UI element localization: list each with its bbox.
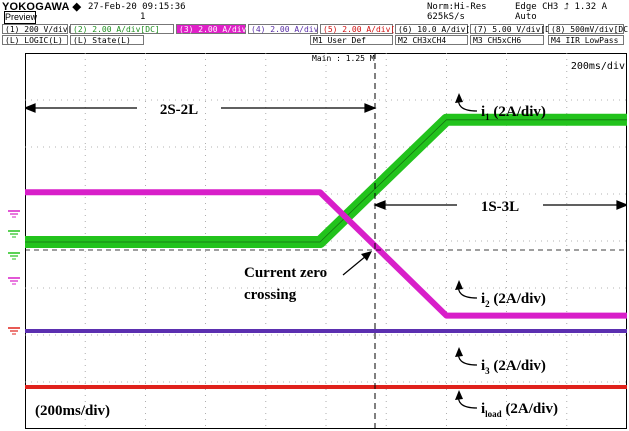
interval-2s2l-label: 2S-2L — [160, 102, 198, 118]
channel-1-setting: (1) 200 V/div[DC] — [2, 24, 87, 34]
acquisition-mode: Norm:Hi-Res — [427, 2, 487, 12]
iload-trace-label: iload (2A/div) — [455, 390, 558, 419]
trigger-mode: Auto — [515, 12, 537, 22]
channel-marker-5 — [8, 327, 20, 335]
math-setting-1: (L) LOGIC(L) — [2, 35, 68, 45]
waveform-traces — [25, 113, 627, 389]
i1-trace-label: i1 (2A/div) — [455, 93, 546, 122]
math-setting-4: M2 CH3xCH4 — [395, 35, 468, 45]
math-setting-5: M3 CH5xCH6 — [470, 35, 544, 45]
iload-pointer-head — [455, 390, 463, 400]
channel-4-setting: (4) 2.00 A/div[DC] — [248, 24, 338, 34]
trigger-setting: Edge CH3 ⮥ 1.32 A — [515, 2, 608, 12]
channel-3-setting: (3) 2.00 A/div[DC] — [176, 24, 266, 34]
brand-logo: YOKOGAWA ◆ — [2, 1, 82, 13]
channel-7-setting: (7) 5.00 V/div[DC] — [470, 24, 560, 34]
i2-trace-label: i2 (2A/div) — [455, 280, 546, 309]
channel-marker-3 — [8, 252, 20, 260]
trace-i2 — [25, 189, 627, 319]
channel-marker-4 — [8, 277, 20, 285]
scale-note-label: (200ms/div) — [35, 403, 110, 419]
trace-i1 — [25, 113, 627, 248]
i1-pointer-head — [455, 93, 463, 103]
waveform-display: Main : 1.25 M 200ms/div 2S-2L 1S-3L Curr… — [25, 53, 627, 429]
interval-1s3l-label: 1S-3L — [481, 199, 519, 215]
acquisition-date: 27-Feb-20 09:15:36 — [88, 2, 186, 12]
preview-badge: Preview — [4, 11, 38, 24]
i3-pointer-head — [455, 347, 463, 357]
channel-8-setting: (8) 500mV/div[DC] — [548, 24, 629, 34]
interval-2s2l-arrow — [25, 103, 377, 113]
zero-crossing-label-line1: Current zero — [244, 265, 327, 281]
i3-trace-label: i3 (2A/div) — [455, 347, 546, 376]
i2-pointer-head — [455, 280, 463, 290]
math-setting-6: M4 IIR LowPass — [548, 35, 624, 45]
math-setting-2: (L) State(L) — [70, 35, 144, 45]
sample-rate: 625kS/s — [427, 12, 465, 22]
channel-6-setting: (6) 10.0 A/div[DC] — [395, 24, 485, 34]
acquisition-count: 1 — [140, 12, 146, 22]
i2-label-text: i2 (2A/div) — [481, 291, 546, 309]
channel-5-setting: (5) 2.00 A/div[DC] — [320, 24, 410, 34]
interval-1s3l-arrow — [373, 200, 627, 210]
channel-marker-2 — [8, 230, 20, 238]
math-setting-3: M1 User Def — [310, 35, 393, 45]
i3-label-text: i3 (2A/div) — [481, 358, 546, 376]
timebase-label: 200ms/div — [571, 61, 625, 72]
channel-marker-1 — [8, 210, 20, 218]
i1-label-text: i1 (2A/div) — [481, 104, 546, 122]
iload-label-text: iload (2A/div) — [481, 401, 558, 419]
main-zoom-label: Main : 1.25 M — [312, 54, 375, 63]
channel-2-setting: (2) 2.00 A/div[DC] — [70, 24, 174, 34]
zero-crossing-arrow — [342, 251, 372, 276]
trace-i1-core — [25, 119, 627, 243]
channel-markers — [8, 210, 20, 335]
zero-crossing-label-line2: crossing — [244, 287, 297, 303]
